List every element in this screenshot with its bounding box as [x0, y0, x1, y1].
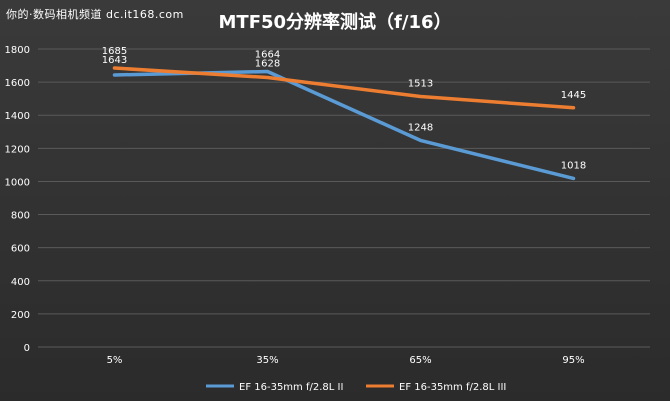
y-tick-label: 200	[11, 310, 30, 321]
data-label: 1628	[255, 59, 280, 70]
data-label: 1018	[561, 160, 586, 171]
data-label: 1513	[408, 79, 433, 90]
y-tick-label: 1200	[5, 144, 30, 155]
x-tick-label: 95%	[562, 355, 584, 366]
chart-title: MTF50分辨率测试（f/16）	[218, 12, 452, 33]
x-tick-label: 65%	[409, 355, 431, 366]
legend-label: EF 16-35mm f/2.8L III	[399, 382, 506, 393]
y-tick-label: 0	[24, 343, 30, 354]
y-tick-label: 400	[11, 277, 30, 288]
data-label: 1664	[255, 50, 280, 61]
data-label: 1445	[561, 90, 586, 101]
watermark: 你的·数码相机频道 dc.it168.com	[6, 8, 184, 21]
x-tick-label: 5%	[107, 355, 123, 366]
series-line	[112, 66, 576, 110]
x-tick-label: 35%	[256, 355, 278, 366]
data-label: 1643	[102, 55, 127, 66]
y-tick-label: 1800	[5, 45, 30, 56]
y-tick-label: 800	[11, 211, 30, 222]
data-label: 1248	[408, 122, 433, 133]
legend-label: EF 16-35mm f/2.8L II	[239, 382, 343, 393]
data-label: 1685	[102, 46, 127, 57]
y-tick-label: 1600	[5, 78, 30, 89]
y-tick-label: 1400	[5, 111, 30, 122]
y-tick-label: 1000	[5, 177, 30, 188]
y-tick-label: 600	[11, 244, 30, 255]
